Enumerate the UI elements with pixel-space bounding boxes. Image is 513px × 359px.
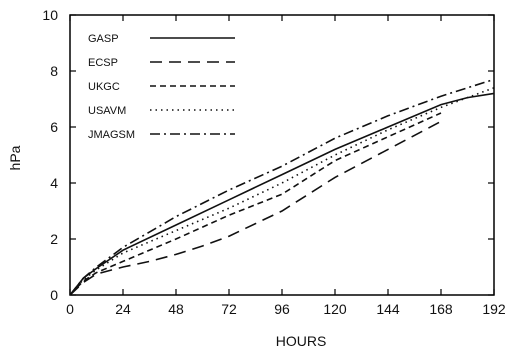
x-tick-label: 168: [429, 301, 453, 317]
y-tick-label: 2: [50, 231, 58, 247]
series-line-gasp: [69, 92, 495, 296]
legend-label: JMAGSM: [88, 129, 135, 141]
x-tick-label: 0: [66, 301, 74, 317]
series-line-jmagsm: [69, 78, 495, 296]
y-tick-label: 4: [50, 175, 58, 191]
legend-label: UKGC: [88, 81, 120, 93]
x-axis-title: HOURS: [276, 333, 327, 349]
x-tick-label: 144: [376, 301, 400, 317]
legend: GASP ECSP UKGC USAVM JMAGSM: [88, 33, 235, 141]
legend-label: GASP: [88, 33, 119, 45]
series-line-ukgc: [69, 112, 442, 296]
x-tick-label: 192: [482, 301, 506, 317]
series-lines: [69, 78, 495, 296]
series-line-usavm: [69, 87, 495, 296]
x-tick-label: 24: [115, 301, 131, 317]
y-tick-label: 10: [42, 7, 58, 23]
plot-frame: [69, 14, 495, 296]
x-tick-label: 48: [168, 301, 184, 317]
legend-label: ECSP: [88, 57, 118, 69]
y-tick-label: 6: [50, 119, 58, 135]
series-line-ecsp: [69, 120, 442, 296]
y-tick-label: 0: [50, 287, 58, 303]
x-tick-label: 96: [274, 301, 290, 317]
y-axis-title: hPa: [7, 145, 23, 170]
x-tick-label: 72: [221, 301, 237, 317]
x-tick-label: 120: [323, 301, 347, 317]
legend-label: USAVM: [88, 105, 126, 117]
y-tick-label: 8: [50, 63, 58, 79]
